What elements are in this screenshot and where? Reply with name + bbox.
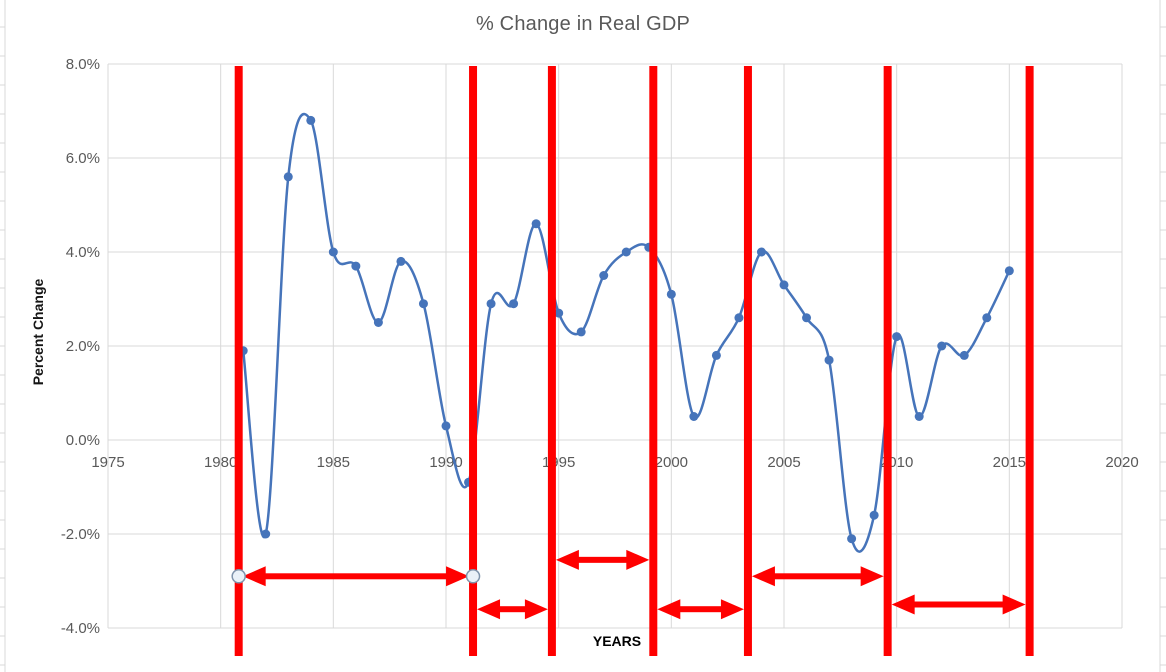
recession-divider-line bbox=[743, 66, 752, 656]
span-arrow-right-head bbox=[1002, 594, 1026, 615]
recession-divider-line bbox=[883, 66, 892, 656]
data-point-marker bbox=[486, 299, 496, 309]
data-point-marker bbox=[711, 350, 721, 360]
data-point-marker bbox=[418, 299, 428, 309]
recession-divider-line bbox=[547, 66, 556, 656]
data-point-marker bbox=[531, 219, 541, 229]
data-point-marker bbox=[824, 355, 834, 365]
data-point-marker bbox=[869, 510, 879, 520]
span-arrow-shaft bbox=[772, 573, 863, 580]
span-arrow-right-head bbox=[446, 566, 470, 587]
y-axis-tick-label: 0.0% bbox=[66, 432, 100, 449]
data-point-marker bbox=[351, 261, 361, 271]
data-point-marker bbox=[306, 115, 316, 125]
span-arrow-right-head bbox=[720, 599, 744, 620]
y-axis-tick-label: 4.0% bbox=[66, 244, 100, 261]
span-arrow-shaft bbox=[912, 601, 1005, 608]
data-point-marker bbox=[802, 313, 812, 323]
data-point-marker bbox=[779, 280, 789, 290]
y-axis-title: Percent Change bbox=[30, 278, 46, 386]
x-axis-tick-label: 1995 bbox=[542, 454, 575, 471]
arrow-endpoint-handle bbox=[231, 569, 246, 584]
y-axis-tick-label: -2.0% bbox=[61, 526, 100, 543]
x-axis-tick-label: 2020 bbox=[1105, 454, 1138, 471]
span-arrow-shaft bbox=[263, 573, 449, 580]
data-point-marker bbox=[734, 313, 744, 323]
data-point-marker bbox=[756, 247, 766, 257]
x-axis-tick-label: 1980 bbox=[204, 454, 237, 471]
y-axis-tick-label: -4.0% bbox=[61, 620, 100, 637]
span-arrow-shaft bbox=[576, 556, 629, 563]
span-arrow-shaft bbox=[498, 606, 527, 613]
recession-divider-line bbox=[649, 66, 658, 656]
data-point-marker bbox=[509, 299, 519, 309]
data-point-marker bbox=[576, 327, 586, 337]
data-point-marker bbox=[261, 529, 271, 539]
y-axis-tick-label: 6.0% bbox=[66, 150, 100, 167]
data-point-marker bbox=[554, 308, 564, 318]
span-arrow-right-head bbox=[626, 549, 650, 570]
data-point-marker bbox=[982, 313, 992, 323]
arrow-endpoint-handle bbox=[465, 569, 481, 584]
x-axis-tick-label: 1975 bbox=[91, 454, 124, 471]
data-point-marker bbox=[373, 318, 383, 327]
recession-divider-line bbox=[1025, 66, 1034, 656]
y-axis-tick-label: 8.0% bbox=[66, 56, 100, 73]
span-arrow-right-head bbox=[524, 599, 548, 620]
x-axis-tick-label: 2015 bbox=[993, 454, 1026, 471]
data-point-marker bbox=[441, 421, 451, 431]
span-arrow-left-head bbox=[891, 594, 915, 615]
recession-divider-line bbox=[234, 66, 243, 656]
span-arrow-left-head bbox=[751, 566, 775, 587]
data-point-marker bbox=[937, 341, 947, 351]
data-point-marker bbox=[847, 534, 857, 544]
x-axis-tick-label: 1990 bbox=[429, 454, 462, 471]
data-point-marker bbox=[283, 172, 293, 182]
data-point-marker bbox=[959, 350, 969, 360]
data-point-marker bbox=[328, 247, 338, 257]
data-point-marker bbox=[892, 332, 902, 342]
span-arrow-left-head bbox=[657, 599, 681, 620]
x-axis-tick-label: 2005 bbox=[767, 454, 800, 471]
data-point-marker bbox=[599, 271, 609, 280]
span-arrow-left-head bbox=[555, 549, 579, 570]
span-arrow-right-head bbox=[860, 566, 884, 587]
chart-title: % Change in Real GDP bbox=[475, 13, 691, 35]
span-arrow-left-head bbox=[477, 599, 501, 620]
data-point-marker bbox=[396, 256, 406, 266]
data-point-marker bbox=[666, 289, 676, 299]
span-arrow-left-head bbox=[242, 566, 266, 587]
y-axis-tick-label: 2.0% bbox=[66, 338, 100, 355]
data-point-marker bbox=[1004, 266, 1014, 276]
data-point-marker bbox=[689, 412, 699, 421]
data-point-marker bbox=[914, 412, 924, 421]
recession-divider-line bbox=[469, 66, 478, 656]
x-axis-tick-label: 2000 bbox=[655, 454, 688, 471]
span-arrow-shaft bbox=[678, 606, 723, 613]
data-point-marker bbox=[621, 247, 631, 257]
x-axis-title: YEARS bbox=[592, 633, 642, 649]
x-axis-tick-label: 1985 bbox=[317, 454, 350, 471]
